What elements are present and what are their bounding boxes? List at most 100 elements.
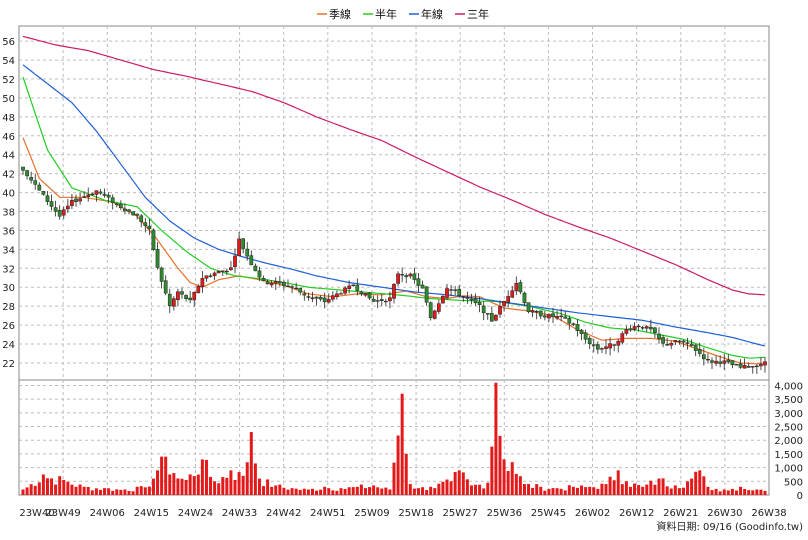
volume-bar	[98, 489, 102, 495]
volume-bar	[698, 470, 702, 495]
candlestick	[94, 190, 99, 202]
candle-body	[722, 360, 727, 364]
candlestick	[710, 357, 714, 369]
volume-bar	[649, 480, 653, 495]
volume-bar	[588, 486, 592, 495]
candle-body	[241, 238, 246, 249]
volume-bar	[665, 486, 669, 495]
volume-bar	[396, 435, 400, 495]
candle-body	[155, 249, 160, 268]
candlestick	[436, 299, 441, 315]
candle-body	[579, 329, 584, 334]
candlestick	[432, 309, 437, 320]
volume-bar	[657, 478, 661, 495]
volume-bar	[531, 487, 535, 495]
volume-bar	[188, 474, 192, 495]
volume-bar	[86, 486, 90, 495]
candle-body	[530, 310, 535, 313]
candle-body	[473, 298, 478, 304]
price-tick-label: 52	[2, 75, 15, 86]
volume-bar	[730, 488, 734, 495]
candlestick	[579, 329, 584, 341]
volume-tick-label: 1,500	[774, 450, 803, 461]
volume-bar	[694, 471, 698, 495]
volume-bar	[580, 485, 584, 495]
candlestick	[510, 286, 515, 299]
candlestick	[131, 211, 135, 216]
price-tick-label: 48	[2, 113, 15, 124]
week-tick-label: 26W30	[707, 508, 742, 519]
volume-bar	[510, 462, 514, 495]
volume-bar	[388, 489, 392, 495]
price-tick-label: 42	[2, 170, 15, 181]
candlestick	[685, 337, 690, 350]
candlestick	[636, 324, 641, 332]
volume-bar	[192, 476, 196, 495]
candle-body	[567, 317, 572, 324]
candle-body	[669, 342, 674, 346]
candlestick	[347, 280, 352, 294]
candle-body	[746, 366, 751, 368]
candle-body	[306, 296, 311, 298]
candle-body	[339, 293, 343, 295]
candle-body	[591, 344, 596, 346]
volume-bar	[494, 382, 498, 495]
candlestick	[135, 213, 140, 220]
volume-bar	[372, 485, 376, 495]
volume-bar	[94, 488, 98, 495]
volume-bar	[294, 488, 298, 495]
volume-bar	[461, 472, 465, 495]
volume-bar	[478, 484, 482, 495]
candlestick	[681, 339, 686, 348]
volume-bar	[290, 488, 294, 495]
candlestick	[555, 310, 559, 321]
volume-bar	[147, 486, 151, 495]
candlestick	[188, 290, 193, 304]
volume-bar	[257, 478, 261, 495]
price-tick-label: 22	[2, 359, 15, 370]
candle-body	[176, 291, 180, 300]
candle-body	[143, 222, 148, 226]
candle-body	[461, 296, 466, 298]
volume-bar	[90, 490, 94, 495]
volume-bar	[453, 472, 457, 495]
candle-body	[489, 313, 494, 322]
candlestick	[33, 173, 38, 190]
volume-bar	[315, 490, 319, 495]
candlestick	[143, 217, 148, 233]
candle-body	[98, 191, 103, 194]
volume-bar	[66, 481, 70, 495]
candlestick	[632, 322, 637, 332]
moving-average-lines	[22, 35, 766, 365]
candlestick	[653, 326, 657, 339]
volume-bar	[690, 478, 694, 495]
candlestick	[204, 275, 209, 282]
candlestick	[669, 340, 674, 350]
candlestick	[706, 353, 710, 364]
candle-body	[253, 265, 258, 272]
week-tick-label: 24W51	[310, 508, 345, 519]
candle-body	[681, 340, 686, 343]
volume-bar	[673, 485, 677, 495]
candlestick	[620, 331, 625, 345]
candle-body	[640, 327, 645, 329]
volume-bar	[119, 489, 123, 495]
candlestick	[746, 362, 751, 368]
week-tick-label: 24W42	[266, 508, 301, 519]
price-tick-label: 54	[2, 56, 15, 67]
candle-body	[224, 270, 229, 273]
volume-bar	[522, 484, 526, 495]
volume-axis-ticks: 0 500 1,000 1,500 2,000 2,500 3,000 3,500 4,000	[774, 381, 803, 502]
volume-bar	[604, 484, 608, 495]
candle-body	[400, 274, 405, 276]
candle-body	[514, 282, 519, 292]
volume-bar	[127, 491, 131, 495]
candlestick	[424, 285, 429, 306]
candlestick	[551, 307, 555, 323]
candle-body	[710, 360, 714, 363]
candle-body	[571, 323, 576, 326]
volume-bar	[714, 488, 718, 495]
volume-bar	[759, 489, 763, 495]
volume-bar	[270, 486, 274, 495]
candlestick	[526, 302, 531, 314]
